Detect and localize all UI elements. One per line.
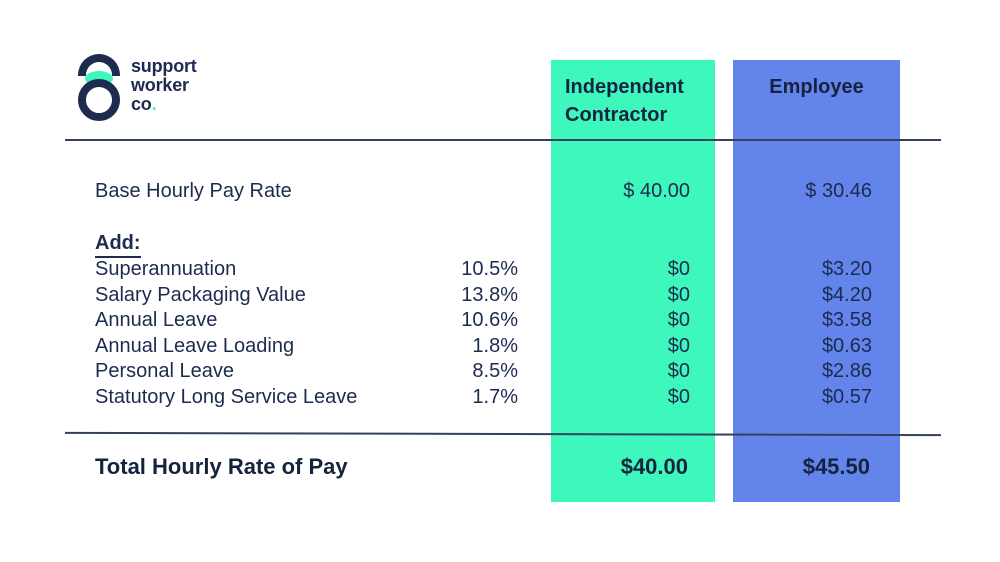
employee-value: $0.63 <box>821 335 872 357</box>
row-label: Annual Leave Loading <box>95 335 295 357</box>
logo-green-dot: . <box>151 94 157 114</box>
table-row-salary-packaging: Salary Packaging Value 13.8% $0 $4.20 <box>0 283 1000 309</box>
contractor-value: $ 40.00 <box>623 180 690 202</box>
logo-icon-bottom-ring <box>78 79 120 121</box>
logo: support worker co. <box>76 54 197 122</box>
employee-value: $ 30.46 <box>805 180 872 202</box>
row-percent: 8.5% <box>472 360 518 382</box>
employee-value: $2.86 <box>821 360 872 382</box>
logo-icon-top-arc <box>78 54 120 76</box>
contractor-total-value: $40.00 <box>620 454 688 479</box>
logo-wordmark: support worker co. <box>131 57 197 122</box>
row-percent: 13.8% <box>461 284 518 306</box>
contractor-column: Independent Contractor <box>551 60 715 502</box>
table-row-annual-leave-loading: Annual Leave Loading 1.8% $0 $0.63 <box>0 334 1000 360</box>
employee-value: $4.20 <box>821 284 872 306</box>
figure-eight-person-icon <box>76 54 122 122</box>
contractor-value: $0 <box>667 360 690 382</box>
row-label: Personal Leave <box>95 360 234 382</box>
contractor-value: $0 <box>667 258 690 280</box>
row-percent: 10.5% <box>461 258 518 280</box>
employee-value: $3.20 <box>821 258 872 280</box>
table-row-annual-leave: Annual Leave 10.6% $0 $3.58 <box>0 308 1000 334</box>
contractor-column-header: Independent Contractor <box>565 76 684 126</box>
row-label: Superannuation <box>95 258 237 280</box>
row-label: Salary Packaging Value <box>95 284 306 306</box>
row-percent: 10.6% <box>461 309 518 331</box>
employee-value: $3.58 <box>821 309 872 331</box>
table-row-personal-leave: Personal Leave 8.5% $0 $2.86 <box>0 359 1000 385</box>
employee-value: $0.57 <box>821 386 872 408</box>
table-row-long-service-leave: Statutory Long Service Leave 1.7% $0 $0.… <box>0 385 1000 411</box>
divider-line-top <box>65 139 941 141</box>
row-percent: 1.8% <box>472 335 518 357</box>
row-label: Statutory Long Service Leave <box>95 386 358 408</box>
logo-word-support: support <box>131 56 197 76</box>
contractor-value: $0 <box>667 309 690 331</box>
table-row-total: Total Hourly Rate of Pay $40.00 $45.50 <box>0 455 1000 481</box>
employee-column-header: Employee <box>769 76 864 98</box>
total-label: Total Hourly Rate of Pay <box>95 454 348 479</box>
row-label: Annual Leave <box>95 309 218 331</box>
row-percent: 1.7% <box>472 386 518 408</box>
table-row-add-heading: Add: <box>0 231 1000 258</box>
add-heading-label: Add: <box>95 231 141 258</box>
row-label: Base Hourly Pay Rate <box>95 180 292 202</box>
table-row-superannuation: Superannuation 10.5% $0 $3.20 <box>0 257 1000 283</box>
contractor-value: $0 <box>667 284 690 306</box>
contractor-value: $0 <box>667 335 690 357</box>
employee-total-value: $45.50 <box>802 454 870 479</box>
employee-column: Employee <box>733 60 900 502</box>
logo-word-co: co. <box>131 94 157 114</box>
contractor-value: $0 <box>667 386 690 408</box>
logo-word-worker: worker <box>131 75 189 95</box>
table-row-base-rate: Base Hourly Pay Rate $ 40.00 $ 30.46 <box>0 179 1000 205</box>
